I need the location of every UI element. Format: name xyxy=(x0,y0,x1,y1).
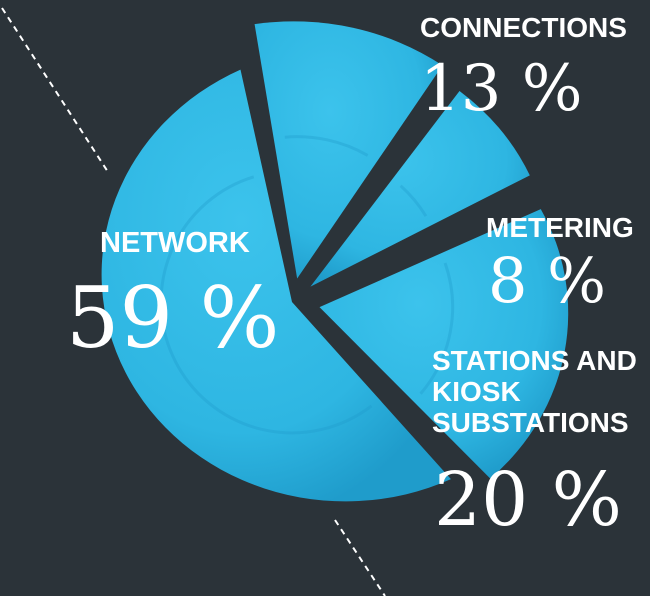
slice-label-network: NETWORK xyxy=(100,227,250,259)
pie-slice-connections xyxy=(254,21,443,279)
slice-value-stations: 20 % xyxy=(434,457,622,543)
slice-value-metering: 8 % xyxy=(488,244,607,317)
pie-slice-network xyxy=(101,69,451,502)
pie-slice-network-shade xyxy=(159,175,373,435)
dashed-divider-bottom xyxy=(334,519,386,596)
pie-slice-connections-shade xyxy=(284,135,369,157)
pie-slice-metering-shade xyxy=(399,184,428,217)
pie-slice-metering xyxy=(310,90,530,287)
pie-slice-stations xyxy=(319,209,569,479)
slice-value-connections: 13 % xyxy=(420,52,583,126)
slice-label-connections: CONNECTIONS xyxy=(420,12,627,43)
dashed-divider-top xyxy=(1,7,109,173)
slice-label-metering: METERING xyxy=(486,212,634,243)
slice-label-stations: STATIONS AND KIOSK SUBSTATIONS xyxy=(432,345,637,438)
pie-slice-stations-shade xyxy=(419,262,455,395)
slice-value-network: 59 % xyxy=(66,269,280,367)
